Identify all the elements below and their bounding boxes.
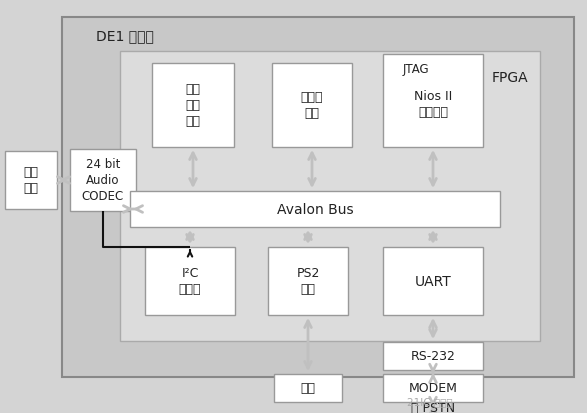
Bar: [130, 192, 500, 228]
Bar: [383, 247, 483, 315]
Bar: [62, 18, 574, 377]
Text: 加解密
模块: 加解密 模块: [301, 91, 323, 120]
Text: RS-232: RS-232: [410, 350, 456, 363]
Text: DE1 开发板: DE1 开发板: [96, 29, 154, 43]
Text: JTAG: JTAG: [403, 63, 429, 76]
Bar: [274, 374, 342, 402]
Text: Avalon Bus: Avalon Bus: [276, 202, 353, 216]
Bar: [268, 247, 348, 315]
Text: 24 bit
Audio
CODEC: 24 bit Audio CODEC: [82, 158, 124, 203]
Text: UART: UART: [414, 274, 451, 288]
Bar: [383, 55, 483, 147]
Text: 至 PSTN: 至 PSTN: [411, 401, 455, 413]
Bar: [120, 52, 540, 341]
Text: Nios II
处理器核: Nios II 处理器核: [414, 90, 452, 119]
Text: PS2
接口: PS2 接口: [296, 267, 320, 296]
Text: 21IC 电子网: 21IC 电子网: [407, 396, 453, 406]
Bar: [272, 64, 352, 147]
Text: FPGA: FPGA: [492, 71, 528, 85]
Text: I²C
控制器: I²C 控制器: [179, 267, 201, 296]
Bar: [145, 247, 235, 315]
Bar: [383, 342, 483, 370]
Text: 键盘: 键盘: [301, 382, 315, 394]
Bar: [5, 152, 57, 209]
Text: 话筒
耳机: 话筒 耳机: [23, 166, 39, 195]
Text: 语音
编码
模块: 语音 编码 模块: [185, 83, 201, 128]
Text: MODEM: MODEM: [409, 382, 457, 394]
Bar: [383, 374, 483, 402]
Bar: [152, 64, 234, 147]
Bar: [70, 150, 136, 211]
